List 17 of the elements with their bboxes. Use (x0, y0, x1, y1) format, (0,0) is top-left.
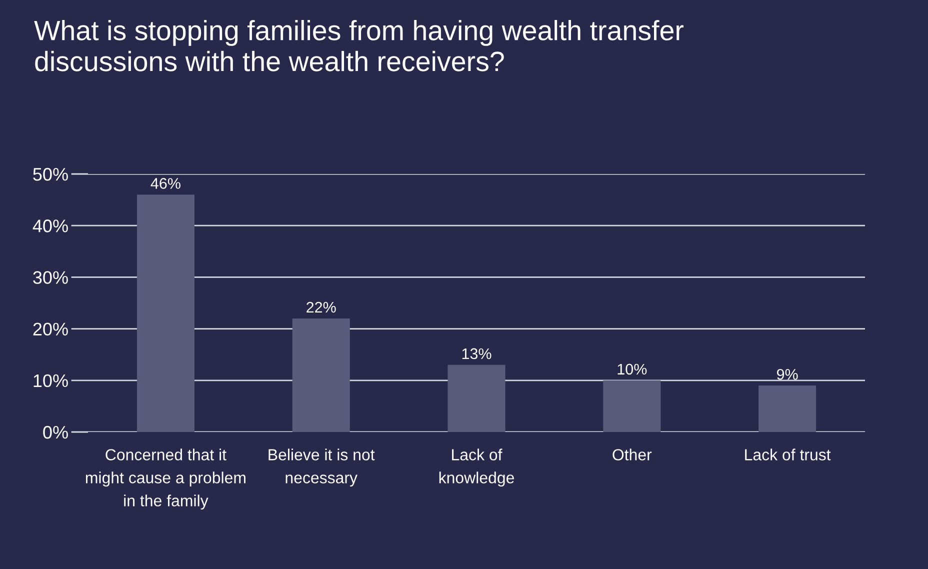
x-tick-label: Lack of knowledge (439, 448, 514, 487)
data-label: 9% (776, 368, 798, 380)
data-label: 22% (306, 302, 336, 313)
x-tick-label: Believe it is not necessary (268, 448, 375, 487)
y-tick-label: 50% (33, 168, 68, 181)
y-tick-label: 20% (33, 322, 68, 336)
x-tick-label: Concerned that it might cause a problem in the family (86, 448, 246, 510)
y-tick-label: 0% (43, 426, 68, 439)
y-tick-label: 40% (32, 220, 68, 232)
y-tick-label: 30% (33, 271, 68, 284)
x-tick-label: Lack of trust (745, 448, 831, 460)
data-label: 46% (150, 178, 180, 189)
data-label: 13% (462, 348, 492, 360)
y-tick-label: 10% (34, 374, 68, 388)
data-label: 10% (618, 364, 647, 375)
chart-title: What is stopping families from having wealth transfer discussions with the wealth receivers? (34, 20, 684, 72)
x-tick-label: Other (612, 448, 652, 460)
